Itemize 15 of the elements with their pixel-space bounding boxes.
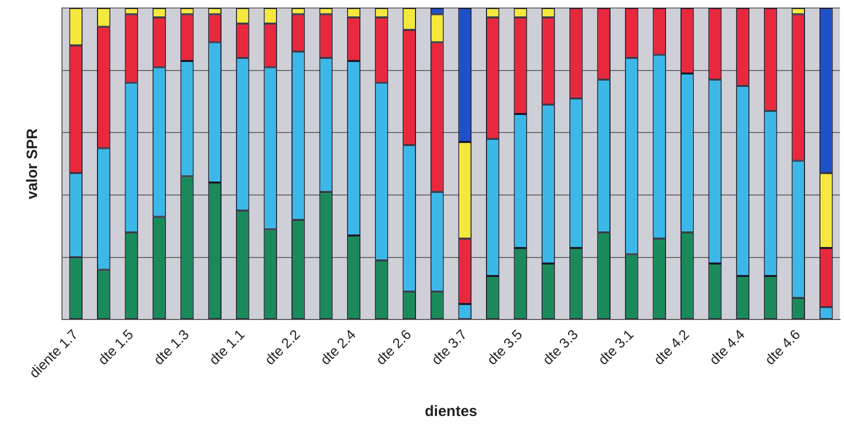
x-tick-label: dte 1.1 — [206, 326, 248, 368]
x-tick-label: dte 3.1 — [594, 326, 637, 368]
x-tick-label: dte 2.6 — [372, 326, 414, 368]
x-tick-label: dte 3.3 — [539, 326, 582, 368]
x-tick-label: dte 3.5 — [484, 326, 526, 368]
x-axis-title: dientes — [424, 403, 478, 420]
x-tick-label: dte 4.6 — [762, 326, 804, 368]
x-tick-label: dte 4.2 — [650, 326, 692, 368]
x-tick-label: dte 1.3 — [150, 326, 192, 368]
y-axis-title: valor SPR — [24, 128, 42, 200]
x-tick-label: dte 4.4 — [706, 326, 748, 368]
x-tick-label: dte 3.7 — [428, 326, 470, 368]
x-tick-label: dte 1.5 — [94, 326, 136, 368]
x-tick-label: dte 2.2 — [261, 326, 304, 368]
x-tick-label: dte 2.4 — [317, 326, 359, 368]
